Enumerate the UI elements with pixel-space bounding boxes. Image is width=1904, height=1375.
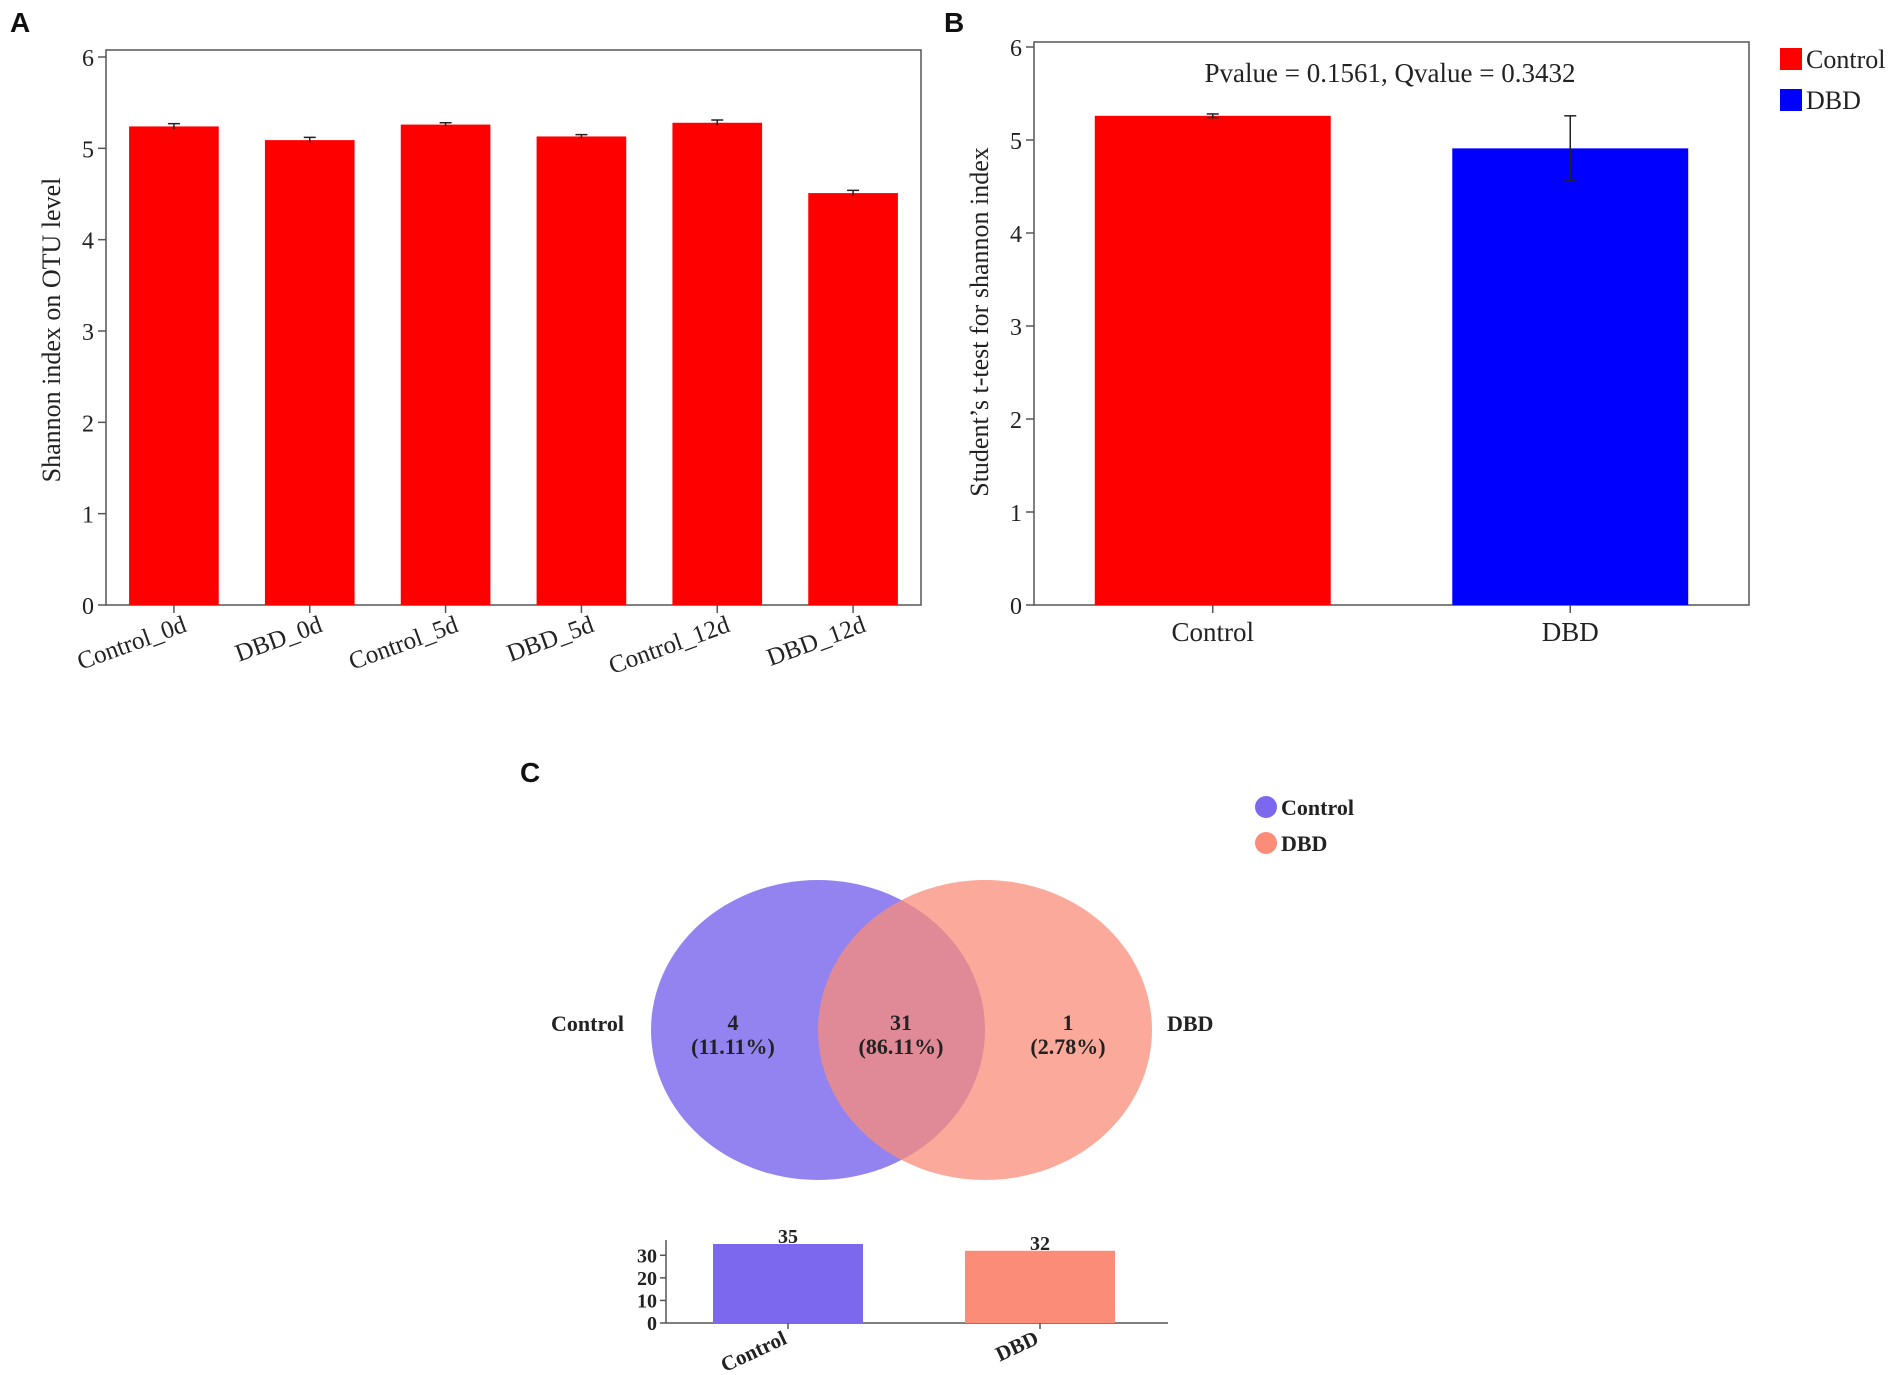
panel-c-label: C — [520, 757, 540, 788]
panel-a-ytick-label: 3 — [82, 320, 94, 346]
panel-a-xtick-label: DBD_0d — [232, 611, 327, 667]
panel-a-bar — [672, 122, 763, 605]
panel-b-xtick-label: DBD — [1542, 617, 1599, 647]
panel-b-ytick-label: 0 — [1010, 594, 1022, 620]
panel-b-ytick-label: 4 — [1010, 222, 1022, 248]
panel-a-ytick-label: 0 — [82, 594, 94, 620]
panel-b-ytick-label: 5 — [1010, 129, 1022, 155]
panel-a-xtick-label: DBD_12d — [763, 611, 869, 672]
panel-a-xtick-label: Control_12d — [605, 611, 733, 680]
panel-b-ytick-label: 2 — [1010, 408, 1022, 434]
panel-b-chart: 0 1 2 3 4 5 6 Control DBD Pvalue = 0.1561, Qval… — [965, 36, 1885, 647]
legend-dot-control — [1255, 796, 1277, 818]
venn-region-shared-pct: (86.11%) — [859, 1034, 944, 1059]
legend-dot-dbd — [1255, 832, 1277, 854]
panel-b-title: Pvalue = 0.1561, Qvalue = 0.3432 — [1205, 58, 1576, 88]
panel-b-frame — [1033, 41, 1750, 606]
panel-c-bar-value: 35 — [778, 1226, 798, 1248]
venn-set-label-dbd: DBD — [1167, 1011, 1213, 1036]
legend-label-dbd-c: DBD — [1281, 831, 1327, 856]
panel-b-bar — [1094, 115, 1331, 605]
panel-b-ytick-label: 6 — [1010, 36, 1022, 62]
panel-c-ytick-label: 10 — [637, 1290, 657, 1312]
panel-b-ytick-label: 3 — [1010, 315, 1022, 341]
panel-a-chart: 0 1 2 3 4 5 6 Control_0d DBD_0d Control_5d DBD_5d… — [37, 46, 922, 680]
panel-b-label: B — [944, 7, 964, 38]
panel-b-ytick-label: 1 — [1010, 501, 1022, 527]
panel-c-xtick-label: Control — [717, 1326, 790, 1375]
panel-a-bar — [264, 140, 355, 605]
panel-c-bar — [965, 1250, 1115, 1323]
panel-a-xtick-label: Control_5d — [345, 611, 462, 675]
panel-b-legend: Control DBD — [1780, 45, 1885, 115]
venn-region-control-count: 4 — [728, 1010, 739, 1035]
panel-a-xtick-label: Control_0d — [74, 611, 191, 675]
panel-a-frame — [105, 49, 922, 606]
legend-swatch-dbd — [1780, 89, 1802, 111]
legend-label-dbd: DBD — [1806, 86, 1861, 115]
panel-a-ytick-label: 1 — [82, 503, 94, 529]
panel-c-bar-value: 32 — [1030, 1233, 1050, 1255]
venn-region-shared-count: 31 — [890, 1010, 912, 1035]
panel-b-bar — [1452, 148, 1689, 605]
panel-a-ytick-label: 4 — [82, 229, 94, 255]
panel-c-ytick-label: 20 — [637, 1268, 657, 1290]
panel-a-bar — [536, 136, 627, 605]
venn-region-control-pct: (11.11%) — [691, 1034, 775, 1059]
venn-circle-dbd — [818, 880, 1152, 1180]
panel-a-ytick-label: 6 — [82, 46, 94, 72]
panel-c-ytick-label: 0 — [647, 1313, 657, 1335]
legend-label-control: Control — [1806, 45, 1885, 74]
panel-b-xtick-label: Control — [1171, 617, 1254, 647]
panel-c-ytick-label: 30 — [637, 1245, 657, 1267]
panel-a-bar — [400, 124, 491, 605]
venn-region-dbd-pct: (2.78%) — [1030, 1034, 1105, 1059]
panel-a-label: A — [10, 7, 30, 38]
panel-c-xtick-label: DBD — [992, 1326, 1042, 1366]
panel-a-xtick-label: DBD_5d — [503, 611, 598, 667]
panel-a-bar — [808, 193, 898, 605]
panel-a-ytick-label: 2 — [82, 411, 94, 437]
legend-label-control-c: Control — [1281, 795, 1354, 820]
venn-set-label-control: Control — [551, 1011, 624, 1036]
panel-b-ylabel: Student’s t-test for shannon index — [965, 147, 994, 497]
venn-region-dbd-count: 1 — [1063, 1010, 1074, 1035]
panel-c-venn: Control DBD Control DBD 4 (11.11%) 31 (8… — [551, 795, 1354, 1375]
panel-a-bar — [129, 126, 219, 605]
panel-c-bar — [713, 1244, 863, 1323]
panel-c-legend: Control DBD — [1255, 795, 1354, 856]
panel-a-ytick-label: 5 — [82, 137, 94, 163]
panel-a-ylabel: Shannon index on OTU level — [37, 178, 66, 483]
legend-swatch-control — [1780, 48, 1802, 70]
